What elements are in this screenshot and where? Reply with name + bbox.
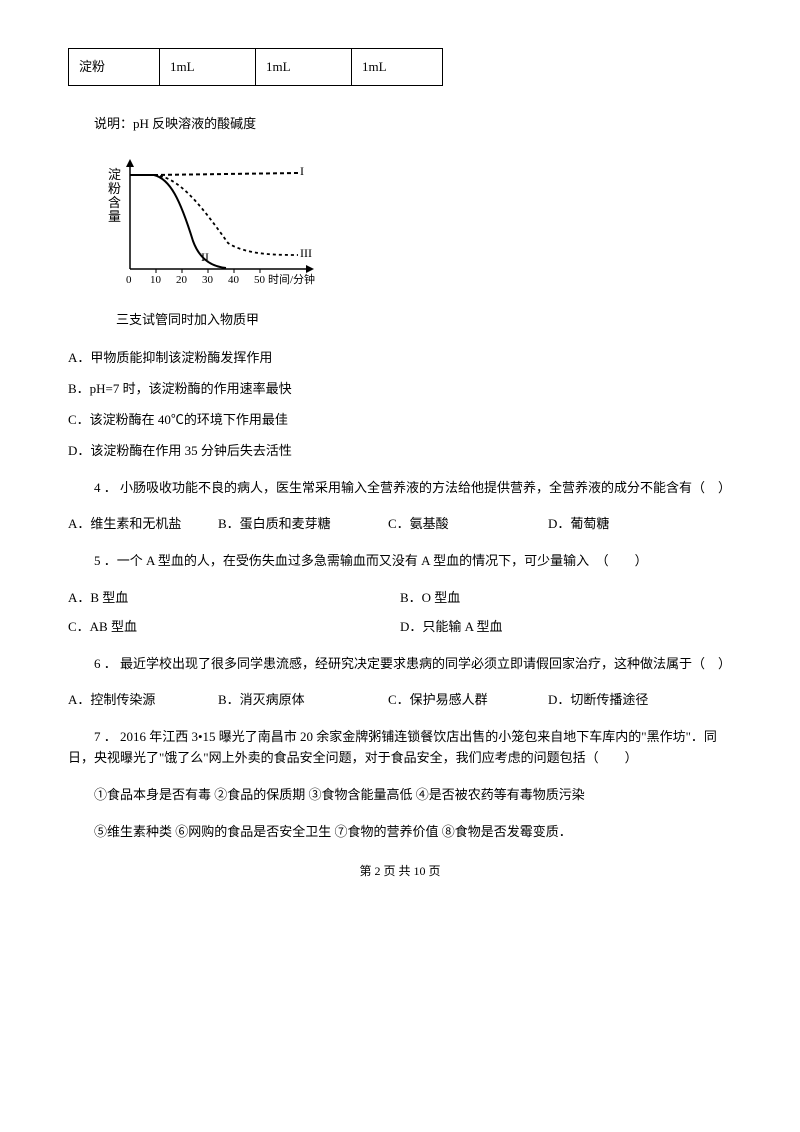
curve-I (154, 173, 298, 175)
q3-option-a: A．甲物质能抑制该淀粉酶发挥作用 (68, 348, 732, 369)
curve-II (154, 175, 226, 268)
curve-I-label: I (300, 164, 304, 178)
ylabel-char: 淀 (108, 167, 121, 182)
xtick: 40 (228, 274, 240, 286)
q6-option-a: A．控制传染源 (68, 690, 218, 711)
q5-row2: C．AB 型血 D．只能输 A 型血 (68, 617, 732, 638)
xlabel: 时间/分钟 (268, 272, 315, 286)
q4-option-b: B．蛋白质和麦芽糖 (218, 514, 388, 535)
q4-stem: 4 ． 小肠吸收功能不良的病人，医生常采用输入全营养液的方法给他提供营养，全营养… (68, 478, 732, 499)
xtick: 30 (202, 274, 214, 286)
q4-option-a: A．维生素和无机盐 (68, 514, 218, 535)
q6-options: A．控制传染源 B．消灭病原体 C．保护易感人群 D．切断传播途径 (68, 690, 732, 711)
q5-row1: A．B 型血 B．O 型血 (68, 588, 732, 609)
q6-option-c: C．保护易感人群 (388, 690, 548, 711)
q6-option-d: D．切断传播途径 (548, 690, 698, 711)
q3-option-c: C．该淀粉酶在 40℃的环境下作用最佳 (68, 410, 732, 431)
q7-stem: 7 ． 2016 年江西 3•15 曝光了南昌市 20 余家金牌粥铺连锁餐饮店出… (68, 727, 732, 769)
q4-option-d: D．葡萄糖 (548, 514, 698, 535)
chart-caption: 三支试管同时加入物质甲 (116, 310, 732, 331)
q5-option-c: C．AB 型血 (68, 617, 400, 638)
q5-option-b: B．O 型血 (400, 588, 732, 609)
q6-stem: 6 ． 最近学校出现了很多同学患流感，经研究决定要求患病的同学必须立即请假回家治… (68, 654, 732, 675)
curve-II-label: II (201, 250, 209, 264)
q7-items2: ⑤维生素种类 ⑥网购的食品是否安全卫生 ⑦食物的营养价值 ⑧食物是否发霉变质． (68, 822, 732, 843)
xtick: 50 (254, 274, 266, 286)
xtick: 0 (126, 274, 132, 286)
table-row: 淀粉 1mL 1mL 1mL (69, 49, 443, 86)
q4-options: A．维生素和无机盐 B．蛋白质和麦芽糖 C．氨基酸 D．葡萄糖 (68, 514, 732, 535)
q4-option-c: C．氨基酸 (388, 514, 548, 535)
cell-value: 1mL (256, 49, 352, 86)
note-text: 说明：pH 反映溶液的酸碱度 (68, 114, 732, 135)
ylabel-char: 粉 (108, 181, 121, 196)
q5-option-a: A．B 型血 (68, 588, 400, 609)
page-footer: 第 2 页 共 10 页 (68, 862, 732, 881)
xtick: 10 (150, 274, 162, 286)
q7-items1: ①食品本身是否有毒 ②食品的保质期 ③食物含能量高低 ④是否被农药等有毒物质污染 (68, 785, 732, 806)
q5-stem: 5 ．一个 A 型血的人，在受伤失血过多急需输血而又没有 A 型血的情况下，可少… (68, 551, 732, 572)
q6-option-b: B．消灭病原体 (218, 690, 388, 711)
curve-III (154, 175, 298, 255)
q3-option-d: D．该淀粉酶在作用 35 分钟后失去活性 (68, 441, 732, 462)
cell-value: 1mL (352, 49, 443, 86)
y-arrow (126, 159, 134, 167)
q3-option-b: B．pH=7 时，该淀粉酶的作用速率最快 (68, 379, 732, 400)
ylabel-char: 含 (108, 195, 121, 210)
starch-chart: 淀 粉 含 量 0 10 20 30 40 50 时间/分钟 (98, 151, 732, 331)
cell-value: 1mL (160, 49, 256, 86)
curve-III-label: III (300, 246, 312, 260)
ylabel-char: 量 (108, 209, 121, 224)
x-arrow (306, 265, 314, 273)
xtick: 20 (176, 274, 188, 286)
cell-label: 淀粉 (69, 49, 160, 86)
starch-table: 淀粉 1mL 1mL 1mL (68, 48, 443, 86)
q5-option-d: D．只能输 A 型血 (400, 617, 732, 638)
